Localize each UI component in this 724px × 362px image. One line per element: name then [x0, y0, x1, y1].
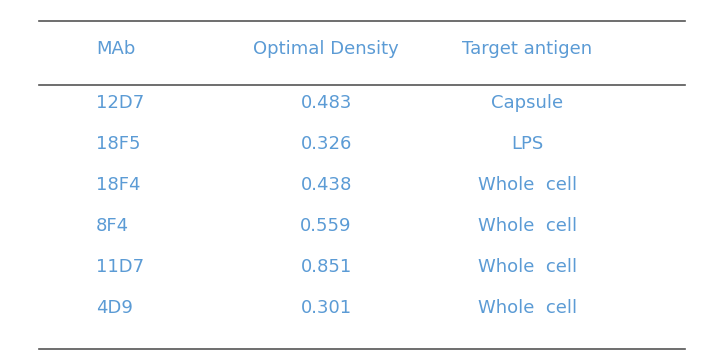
- Text: 8F4: 8F4: [96, 216, 130, 235]
- Text: Whole  cell: Whole cell: [478, 176, 577, 194]
- Text: 0.559: 0.559: [300, 216, 352, 235]
- Text: 0.438: 0.438: [300, 176, 352, 194]
- Text: 18F5: 18F5: [96, 135, 140, 152]
- Text: 4D9: 4D9: [96, 299, 133, 316]
- Text: 18F4: 18F4: [96, 176, 140, 194]
- Text: MAb: MAb: [96, 40, 135, 58]
- Text: 0.483: 0.483: [300, 94, 352, 111]
- Text: Target antigen: Target antigen: [462, 40, 592, 58]
- Text: Optimal Density: Optimal Density: [253, 40, 399, 58]
- Text: Whole  cell: Whole cell: [478, 216, 577, 235]
- Text: 12D7: 12D7: [96, 94, 144, 111]
- Text: 0.851: 0.851: [300, 257, 352, 275]
- Text: LPS: LPS: [511, 135, 544, 152]
- Text: 11D7: 11D7: [96, 257, 144, 275]
- Text: Capsule: Capsule: [491, 94, 563, 111]
- Text: 0.301: 0.301: [300, 299, 352, 316]
- Text: Whole  cell: Whole cell: [478, 299, 577, 316]
- Text: Whole  cell: Whole cell: [478, 257, 577, 275]
- Text: 0.326: 0.326: [300, 135, 352, 152]
